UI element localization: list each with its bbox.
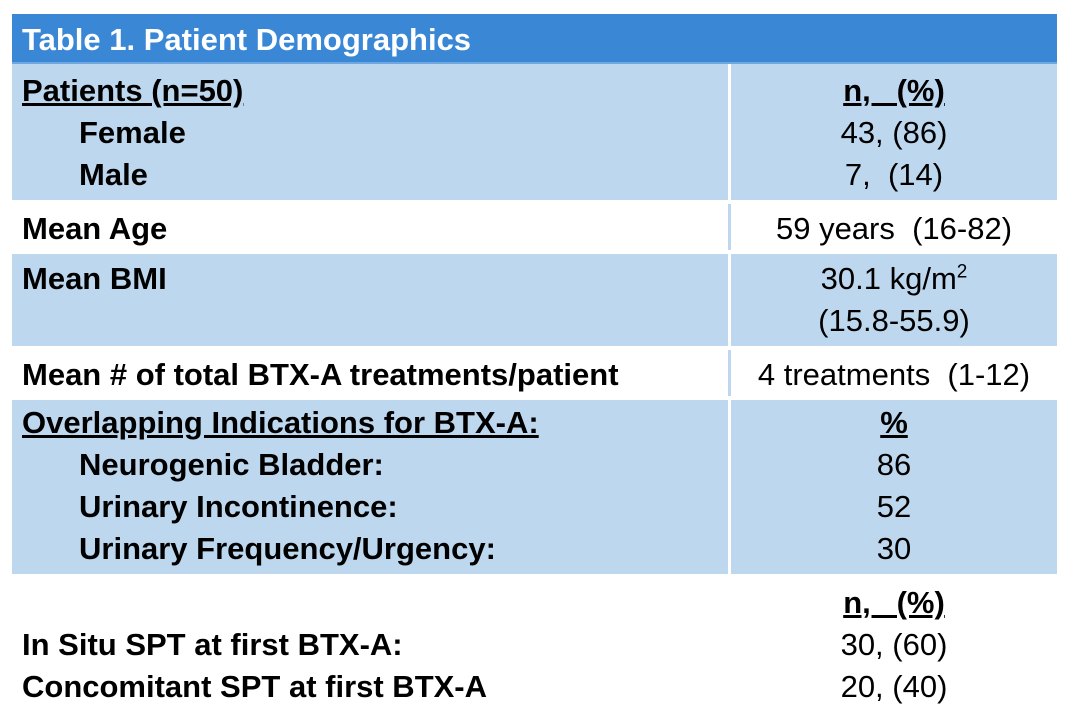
concomitant-spt-value: 20, (40) — [840, 669, 948, 704]
mean-bmi-left-cell: Mean BMI — [12, 254, 731, 346]
patients-col-header: n, (%) — [843, 73, 945, 108]
insitu-spt-label: In Situ SPT at first BTX-A: — [22, 627, 403, 662]
spt-left-cell: In Situ SPT at first BTX-A: Concomitant … — [12, 578, 731, 712]
mean-bmi-row: Mean BMI 30.1 kg/m2 (15.8-55.9) — [12, 254, 1057, 350]
indications-heading: Overlapping Indications for BTX-A: — [22, 405, 539, 440]
spt-right-cell: n, (%) 30, (60) 20, (40) — [731, 578, 1057, 712]
indication-label: Urinary Frequency/Urgency: — [79, 531, 496, 566]
patients-right-cell: n, (%) 43, (86) 7, (14) — [731, 64, 1057, 200]
mean-age-value: 59 years (16-82) — [775, 211, 1013, 246]
spt-spacer — [22, 582, 728, 624]
mean-bmi-label: Mean BMI — [22, 261, 167, 296]
patients-row: Patients (n=50) Female Male n, (%) 43, (… — [12, 64, 1057, 204]
spt-row: In Situ SPT at first BTX-A: Concomitant … — [12, 578, 1057, 712]
mean-treatments-left-cell: Mean # of total BTX-A treatments/patient — [12, 350, 731, 396]
indications-right-cell: % 86 52 30 — [731, 400, 1057, 574]
female-label: Female — [79, 115, 186, 150]
female-value: 43, (86) — [840, 115, 948, 150]
mean-age-right-cell: 59 years (16-82) — [731, 204, 1057, 250]
mean-age-row: Mean Age 59 years (16-82) — [12, 204, 1057, 254]
indication-value: 30 — [876, 531, 912, 566]
patients-heading: Patients (n=50) — [22, 73, 244, 108]
concomitant-spt-label: Concomitant SPT at first BTX-A — [22, 669, 488, 704]
mean-treatments-row: Mean # of total BTX-A treatments/patient… — [12, 350, 1057, 400]
mean-bmi-value: 30.1 kg/m2 — [731, 258, 1057, 300]
male-value: 7, (14) — [844, 157, 944, 192]
mean-bmi-range: (15.8-55.9) — [818, 303, 970, 338]
indication-value: 52 — [876, 489, 912, 524]
mean-bmi-value-sup: 2 — [956, 261, 968, 283]
mean-treatments-right-cell: 4 treatments (1-12) — [731, 350, 1057, 396]
mean-age-left-cell: Mean Age — [12, 204, 731, 250]
mean-age-label: Mean Age — [22, 211, 168, 246]
indications-row: Overlapping Indications for BTX-A: Neuro… — [12, 400, 1057, 578]
indication-label: Neurogenic Bladder: — [79, 447, 384, 482]
spt-col-header: n, (%) — [843, 585, 945, 620]
mean-treatments-label: Mean # of total BTX-A treatments/patient — [22, 357, 619, 392]
mean-bmi-right-cell: 30.1 kg/m2 (15.8-55.9) — [731, 254, 1057, 346]
indication-label: Urinary Incontinence: — [79, 489, 398, 524]
table-title: Table 1. Patient Demographics — [12, 14, 1057, 64]
demographics-table: Table 1. Patient Demographics Patients (… — [12, 14, 1057, 712]
patients-left-cell: Patients (n=50) Female Male — [12, 64, 731, 200]
insitu-spt-value: 30, (60) — [840, 627, 948, 662]
indication-value: 86 — [876, 447, 912, 482]
mean-bmi-value-main: 30.1 kg/m — [820, 261, 957, 296]
indications-left-cell: Overlapping Indications for BTX-A: Neuro… — [12, 400, 731, 574]
indications-col-header: % — [880, 405, 908, 440]
mean-treatments-value: 4 treatments (1-12) — [757, 357, 1031, 392]
male-label: Male — [79, 157, 148, 192]
